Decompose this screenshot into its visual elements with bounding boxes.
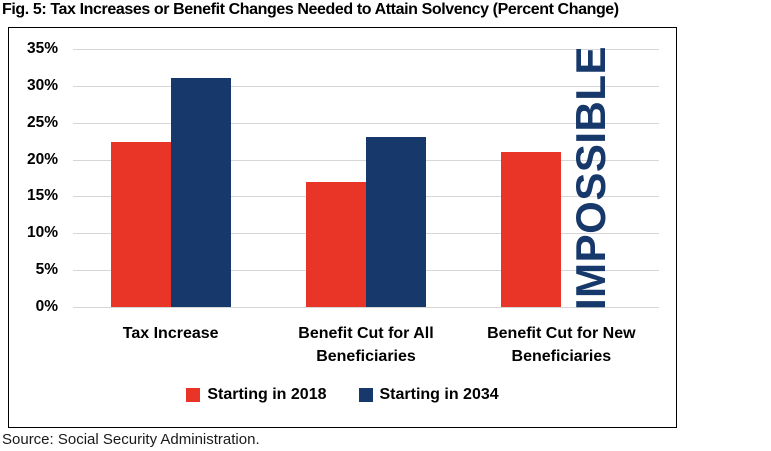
y-tick-label: 5% — [35, 261, 58, 279]
y-tick-label: 0% — [35, 298, 58, 315]
legend-label: Starting in 2018 — [207, 386, 327, 403]
y-tick-label: 10% — [26, 224, 58, 242]
y-tick-label: 25% — [26, 113, 58, 131]
gridline — [73, 85, 659, 87]
bar-starting-in-2034 — [366, 137, 426, 307]
x-category-label: Benefit Cut for New Beneficiaries — [487, 325, 636, 365]
figure-title: Fig. 5: Tax Increases or Benefit Changes… — [2, 1, 619, 18]
y-tick-label: 35% — [26, 40, 58, 57]
legend-item: Starting in 2018 — [186, 386, 327, 404]
legend-swatch-icon — [358, 388, 373, 402]
gridline — [73, 307, 659, 308]
y-tick-label: 30% — [26, 76, 58, 94]
bar-starting-in-2018 — [110, 141, 171, 307]
chart-plot-box: 35% 30% 25% 20% 15% 10% 5% 0% Tax Increase Benef… — [8, 27, 677, 428]
source-note: Source: Social Security Administration. — [2, 431, 260, 448]
gridline — [73, 122, 659, 124]
x-category-label: Benefit Cut for All Beneficiaries — [298, 325, 434, 365]
y-tick-label: 15% — [26, 187, 58, 205]
gridline — [73, 49, 659, 50]
impossible-annotation: IMPOSSIBLE — [567, 45, 614, 310]
legend-label: Starting in 2034 — [379, 386, 499, 403]
legend: Starting in 2018 Starting in 2034 — [9, 386, 676, 404]
legend-swatch-icon — [186, 388, 201, 402]
y-tick-label: 20% — [26, 150, 58, 168]
bar-starting-in-2018 — [501, 152, 562, 307]
x-category-label: Tax Increase — [122, 325, 219, 342]
legend-item: Starting in 2034 — [358, 386, 499, 404]
bar-starting-in-2018 — [306, 181, 366, 307]
bar-starting-in-2034 — [170, 78, 231, 307]
